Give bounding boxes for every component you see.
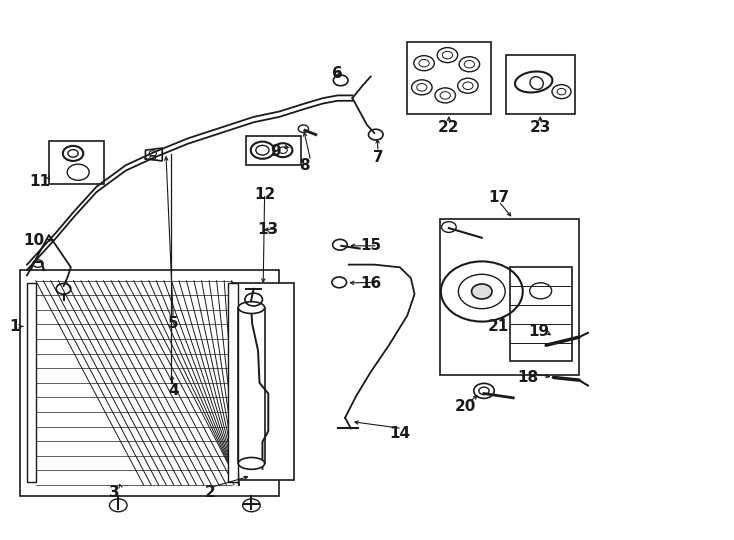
- Bar: [232, 284, 294, 480]
- Bar: [49, 141, 103, 184]
- Text: 16: 16: [360, 276, 381, 291]
- Text: 11: 11: [29, 174, 50, 189]
- Text: 22: 22: [438, 120, 459, 135]
- Text: 12: 12: [254, 187, 275, 202]
- Text: 3: 3: [109, 485, 120, 501]
- Text: 2: 2: [204, 485, 215, 501]
- Bar: [27, 284, 37, 482]
- Bar: [440, 219, 579, 375]
- Text: 13: 13: [258, 222, 279, 237]
- Text: 6: 6: [333, 66, 343, 82]
- Bar: [247, 136, 301, 165]
- Text: 23: 23: [530, 120, 551, 135]
- Text: 18: 18: [517, 370, 539, 385]
- Ellipse shape: [530, 77, 543, 90]
- Text: 17: 17: [488, 190, 509, 205]
- Text: 21: 21: [488, 319, 509, 334]
- Text: 14: 14: [389, 427, 410, 441]
- Circle shape: [471, 284, 492, 299]
- Text: 5: 5: [168, 316, 178, 331]
- Ellipse shape: [239, 302, 265, 314]
- Bar: [20, 270, 279, 496]
- Text: 1: 1: [10, 319, 20, 334]
- Bar: [506, 55, 575, 114]
- Text: 10: 10: [23, 233, 45, 248]
- Text: 7: 7: [373, 150, 383, 165]
- Text: 8: 8: [299, 158, 310, 173]
- Bar: [509, 267, 572, 361]
- Ellipse shape: [239, 457, 265, 469]
- Text: 20: 20: [455, 400, 476, 415]
- Text: 15: 15: [360, 238, 381, 253]
- Text: 9: 9: [270, 144, 281, 159]
- Bar: [407, 42, 491, 114]
- Bar: [228, 284, 238, 482]
- Text: 4: 4: [168, 383, 178, 399]
- Text: 19: 19: [528, 325, 550, 339]
